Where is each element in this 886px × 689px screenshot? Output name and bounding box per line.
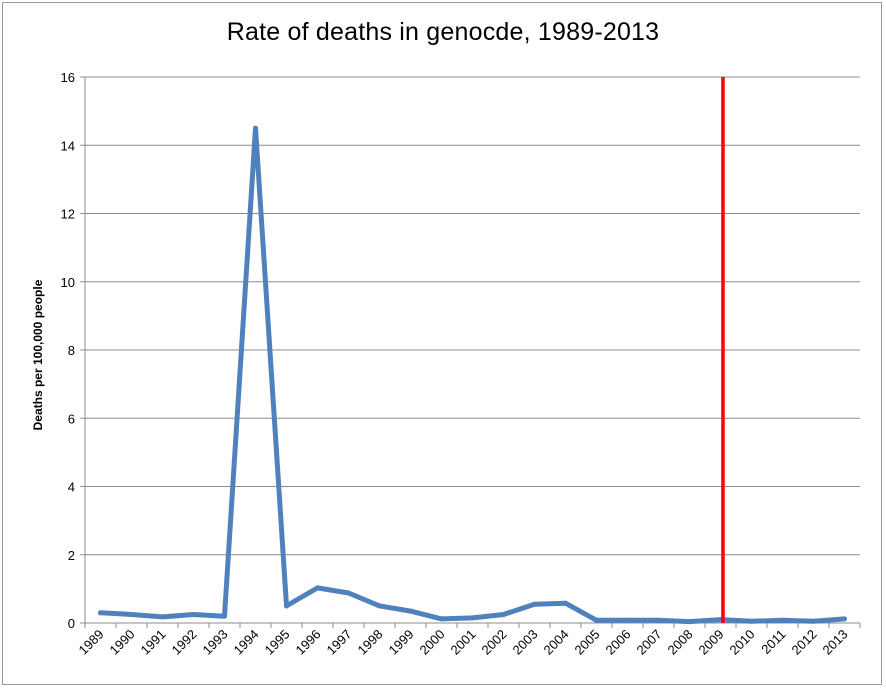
x-tick-label: 2005 [572,627,603,658]
y-tick-label: 0 [68,616,75,631]
x-tick-label: 1994 [231,627,262,658]
series-line [98,125,847,625]
data-point [656,617,661,623]
y-axis-label: Deaths per 100,000 people [31,279,45,430]
y-tick-label: 14 [61,138,75,153]
x-tick-label: 1989 [76,627,107,658]
x-tick-label: 2009 [696,627,727,658]
data-series [98,125,847,625]
x-tick-label: 1998 [355,627,386,658]
data-point [439,616,444,622]
data-point [501,611,506,617]
x-tick-label: 1993 [200,627,231,658]
data-point [253,125,258,131]
data-point [346,590,351,596]
x-tick-label: 2004 [541,627,572,658]
data-point [625,617,630,623]
x-tick-label: 2006 [603,627,634,658]
data-point [811,618,816,624]
x-tick-label: 1999 [386,627,417,658]
data-point [284,603,289,609]
y-tick-label: 10 [61,275,75,290]
y-tick-label: 6 [68,411,75,426]
x-tick-label: 1997 [324,627,355,658]
x-tick-label: 2000 [417,627,448,658]
chart-title: Rate of deaths in genocde, 1989-2013 [226,18,660,46]
data-point [749,618,754,624]
x-tick-label: 2007 [634,627,665,658]
data-point [532,601,537,607]
x-tick-label: 2012 [789,627,820,658]
x-tick-label: 2010 [727,627,758,658]
x-tick-label: 2011 [758,627,788,657]
y-tick-label: 8 [68,343,75,358]
y-tick-label: 2 [68,548,75,563]
x-tick-label: 2008 [665,627,696,658]
data-point [377,603,382,609]
data-point [780,617,785,623]
y-tick-label: 4 [68,480,75,495]
y-tick-label: 16 [61,70,75,85]
x-tick-label: 1996 [293,627,324,658]
data-point [842,616,847,622]
x-tick-label: 2003 [510,627,541,658]
y-tick-labels: 0 2 4 6 8 10 12 14 16 [61,70,75,631]
data-point [563,600,568,606]
data-point [594,617,599,623]
x-tick-label: 2002 [479,627,510,658]
data-point [160,614,165,620]
gridlines [85,76,860,556]
data-point [315,585,320,591]
data-point [222,613,227,619]
x-tick-label: 1992 [169,627,200,658]
x-tick-labels: 1989 1990 1991 1992 1993 1994 1995 1996 1997 1998… [76,627,851,658]
x-tick-label: 1991 [138,627,169,658]
x-tick-label: 2001 [448,627,479,658]
data-point [129,611,134,617]
y-tick-label: 12 [61,207,75,222]
data-point [98,610,103,616]
x-tick-label: 1990 [107,627,138,658]
data-point [687,619,692,625]
data-point [408,608,413,614]
data-point [191,611,196,617]
x-tick-label: 1995 [262,627,293,658]
axes [80,76,861,628]
x-tick-label: 2013 [820,627,851,658]
data-point [470,615,475,621]
